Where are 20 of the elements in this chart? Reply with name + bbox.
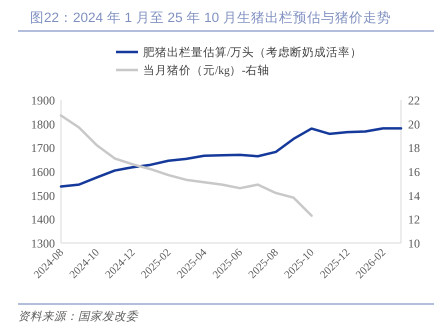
y2-tick-label: 20 <box>408 117 420 132</box>
y-tick-label: 1700 <box>31 141 55 156</box>
y2-tick-label: 10 <box>408 236 420 250</box>
y-tick-label: 1900 <box>31 94 55 108</box>
text: 资料来源：国家发改委 <box>18 310 139 323</box>
y-tick-label: 1800 <box>31 117 55 132</box>
line-series <box>60 114 313 217</box>
y2-tick-label: 18 <box>408 141 420 156</box>
legend-label: 肥猪出栏量估算/万头（考虑断奶成活率） <box>143 45 362 59</box>
y-tick-label: 1600 <box>31 165 55 179</box>
y-tick-label: 1400 <box>31 212 55 227</box>
y-tick-label: 1300 <box>31 236 55 250</box>
line-series <box>60 127 402 188</box>
y2-tick-label: 16 <box>408 165 420 179</box>
y2-tick-label: 12 <box>408 212 420 227</box>
chart-title: 图22：2024 年 1 月至 25 年 10 月生猪出栏预估与猪价走势 <box>30 10 391 25</box>
legend-label: 当月猪价（元/kg）-右轴 <box>143 64 270 77</box>
y2-tick-label: 22 <box>408 94 420 108</box>
y2-tick-label: 14 <box>408 188 420 203</box>
y-tick-label: 1500 <box>31 188 55 203</box>
